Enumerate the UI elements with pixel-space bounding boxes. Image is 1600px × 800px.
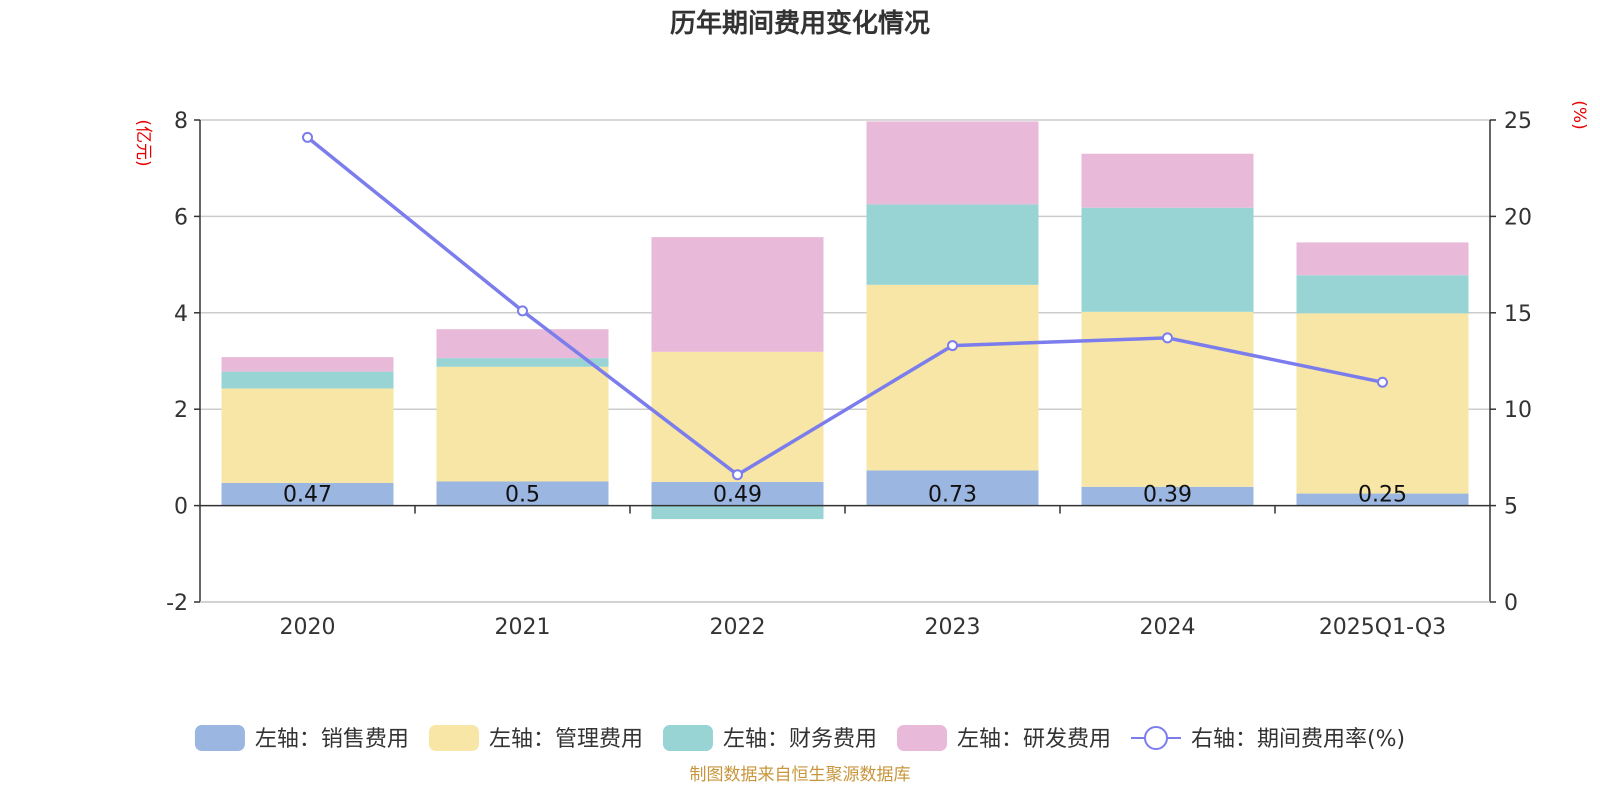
left-tick-label: 2 xyxy=(174,398,188,423)
bar-segment xyxy=(866,121,1039,205)
rate-point xyxy=(947,340,958,352)
left-tick-label: 8 xyxy=(174,109,188,134)
bar-segment xyxy=(651,505,824,520)
bar-segment xyxy=(651,481,824,506)
data-label: 0.5 xyxy=(505,483,540,508)
right-tick-label: 20 xyxy=(1504,205,1532,230)
bar-segment xyxy=(866,470,1039,506)
data-label: 0.39 xyxy=(1143,483,1192,508)
bar-segment xyxy=(221,482,394,506)
right-tick-label: 15 xyxy=(1504,302,1532,327)
data-label: 0.47 xyxy=(283,483,332,508)
legend-swatch xyxy=(662,725,713,751)
bar-segment xyxy=(651,351,824,482)
legend-item: 左轴：管理费用 xyxy=(428,725,643,752)
legend-label: 右轴：期间费用率(%) xyxy=(1191,727,1405,752)
left-tick-label: 0 xyxy=(174,495,188,520)
legend-label: 左轴：管理费用 xyxy=(489,727,643,752)
right-tick-label: 0 xyxy=(1504,591,1518,616)
right-tick-label: 25 xyxy=(1504,109,1532,134)
axes xyxy=(199,120,1491,603)
legend-item: 右轴：期间费用率(%) xyxy=(1130,726,1405,752)
x-tick-label: 2022 xyxy=(710,615,766,640)
data-label: 0.25 xyxy=(1358,483,1407,508)
data-labels: 0.47 0.5 0.49 0.73 0.39 0.25 xyxy=(283,483,1407,508)
left-tick-label: 6 xyxy=(174,205,188,230)
bar-segment xyxy=(866,204,1039,285)
legend-item: 左轴：研发费用 xyxy=(896,725,1111,752)
bar-segment xyxy=(1296,493,1469,506)
legend-label: 左轴：研发费用 xyxy=(957,727,1111,752)
bar-segment xyxy=(436,329,609,359)
x-tick-label: 2024 xyxy=(1140,615,1196,640)
right-tick-label: 5 xyxy=(1504,495,1518,520)
legend-item: 左轴：销售费用 xyxy=(194,725,409,752)
bar-segment xyxy=(436,366,609,482)
legend-swatch xyxy=(194,725,245,751)
bar-segment xyxy=(221,388,394,483)
data-label: 0.49 xyxy=(713,483,762,508)
legend-label: 左轴：财务费用 xyxy=(723,727,877,752)
rate-point xyxy=(302,131,313,143)
left-tick-label: 4 xyxy=(174,302,188,327)
bar-segment xyxy=(221,357,394,372)
legend-circle-swatch xyxy=(1143,726,1168,750)
bar-segment xyxy=(866,284,1039,471)
right-tick-label: 10 xyxy=(1504,398,1532,423)
bar-segment xyxy=(221,371,394,389)
x-tick-label: 2023 xyxy=(925,615,981,640)
rate-polyline xyxy=(306,135,1383,477)
bars xyxy=(221,121,1469,520)
legend-item: 左轴：财务费用 xyxy=(662,725,877,752)
rate-line xyxy=(302,131,1388,481)
bar-segment xyxy=(1296,242,1469,276)
x-tick-label: 2021 xyxy=(495,615,551,640)
bar-segment xyxy=(651,237,824,352)
rate-point xyxy=(517,305,528,317)
x-tick-label: 2025Q1-Q3 xyxy=(1319,615,1446,640)
legend-swatch xyxy=(428,725,479,751)
legend: 左轴：销售费用 左轴：管理费用 左轴：财务费用 左轴：研发费用 右轴：期间费用率(%) xyxy=(194,725,1405,752)
legend-swatch xyxy=(896,725,947,751)
left-axis-unit: (亿元) xyxy=(133,119,153,166)
data-label: 0.73 xyxy=(928,483,977,508)
bar-segment xyxy=(436,358,609,367)
right-axis-ticks: 0 5 10 15 20 25 xyxy=(1490,109,1532,616)
source-note: 制图数据来自恒生聚源数据库 xyxy=(690,765,911,785)
rate-point xyxy=(1377,376,1388,388)
chart-title: 历年期间费用变化情况 xyxy=(670,8,930,39)
legend-label: 左轴：销售费用 xyxy=(255,727,409,752)
bar-segment xyxy=(1296,313,1469,494)
left-tick-label: -2 xyxy=(166,591,188,616)
rate-point xyxy=(1162,332,1173,344)
left-axis-ticks: -2 0 2 4 6 8 xyxy=(166,109,200,616)
right-axis-unit: (%) xyxy=(1569,100,1589,129)
rate-point xyxy=(732,469,743,481)
bar-segment xyxy=(1081,207,1254,312)
x-axis-ticks: 2020 2021 2022 2023 2024 2025Q1-Q3 xyxy=(280,615,1447,640)
x-tick-label: 2020 xyxy=(280,615,336,640)
bar-segment xyxy=(1081,153,1254,208)
bar-segment xyxy=(436,481,609,506)
bar-segment xyxy=(1081,486,1254,506)
bar-segment xyxy=(1296,275,1469,314)
